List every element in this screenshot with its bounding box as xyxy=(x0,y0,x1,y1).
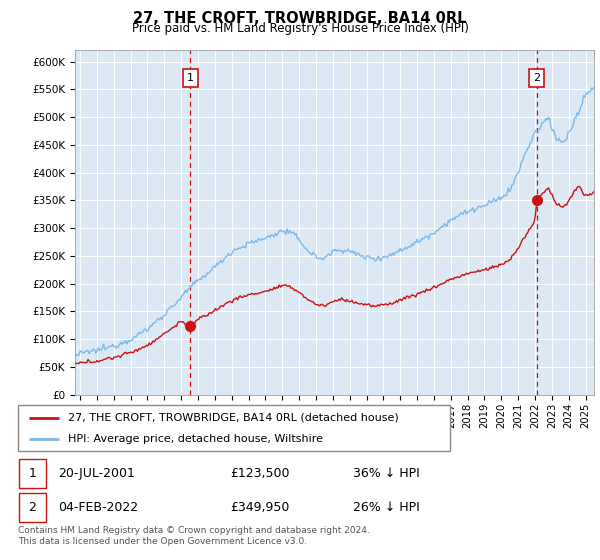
Text: 1: 1 xyxy=(29,467,37,480)
Text: 36% ↓ HPI: 36% ↓ HPI xyxy=(353,467,419,480)
Bar xyxy=(19,459,46,488)
Text: 2: 2 xyxy=(533,73,540,83)
Text: 04-FEB-2022: 04-FEB-2022 xyxy=(58,501,139,514)
Text: HPI: Average price, detached house, Wiltshire: HPI: Average price, detached house, Wilt… xyxy=(68,435,323,444)
Text: 27, THE CROFT, TROWBRIDGE, BA14 0RL: 27, THE CROFT, TROWBRIDGE, BA14 0RL xyxy=(133,11,467,26)
Text: 26% ↓ HPI: 26% ↓ HPI xyxy=(353,501,419,514)
Text: 2: 2 xyxy=(29,501,37,514)
Bar xyxy=(19,493,46,522)
Text: £349,950: £349,950 xyxy=(230,501,289,514)
Text: 1: 1 xyxy=(187,73,194,83)
Text: Contains HM Land Registry data © Crown copyright and database right 2024.
This d: Contains HM Land Registry data © Crown c… xyxy=(18,526,370,546)
Text: Price paid vs. HM Land Registry's House Price Index (HPI): Price paid vs. HM Land Registry's House … xyxy=(131,22,469,35)
Text: 27, THE CROFT, TROWBRIDGE, BA14 0RL (detached house): 27, THE CROFT, TROWBRIDGE, BA14 0RL (det… xyxy=(68,413,398,423)
Text: £123,500: £123,500 xyxy=(230,467,290,480)
Text: 20-JUL-2001: 20-JUL-2001 xyxy=(58,467,135,480)
